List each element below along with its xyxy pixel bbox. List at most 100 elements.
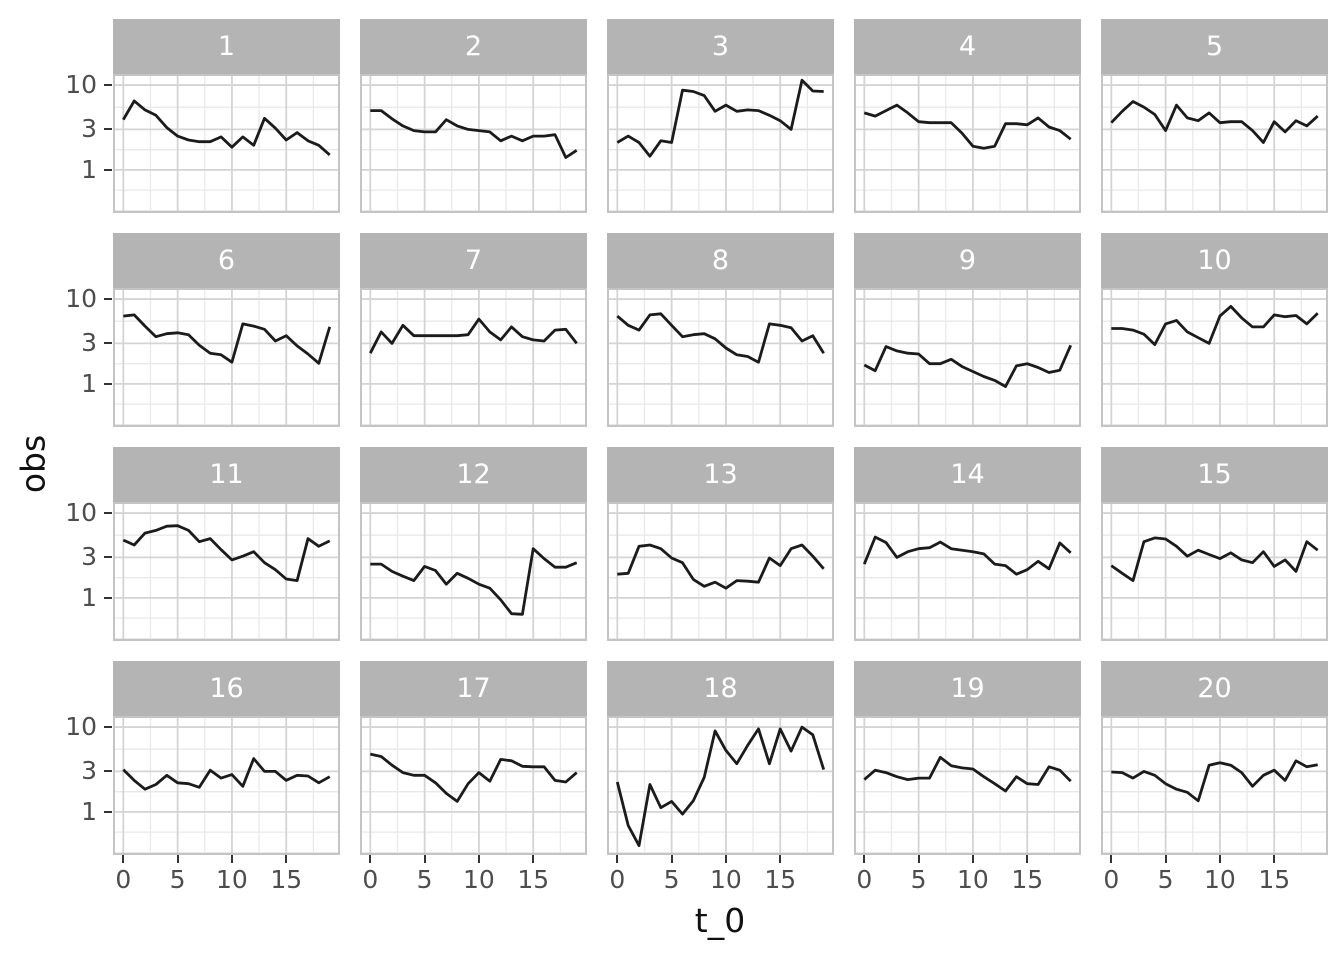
x-tick-mark: [477, 855, 480, 863]
facet-strip-label: 5: [1101, 19, 1328, 74]
facet-strip-label: 2: [360, 19, 587, 74]
series-line: [369, 752, 578, 803]
series-line: [1111, 304, 1319, 346]
y-tick-mark: [104, 128, 112, 131]
facet-3: 3: [607, 19, 834, 213]
facet-strip-label: 11: [113, 447, 340, 502]
y-tick-mark: [104, 726, 112, 729]
facet-18: 18: [607, 661, 834, 855]
facet-panel: [113, 288, 340, 427]
facet-10: 10: [1101, 233, 1328, 427]
facet-strip-label: 20: [1101, 661, 1328, 716]
facet-strip-label: 17: [360, 661, 587, 716]
x-tick-label: 5: [663, 865, 680, 894]
x-tick-mark: [423, 855, 426, 863]
x-tick-mark: [917, 855, 920, 863]
series-line: [863, 344, 1072, 388]
facet-19: 19: [854, 661, 1081, 855]
x-tick-label: 0: [1103, 865, 1120, 894]
facet-panel: [360, 716, 587, 855]
facet-11: 11: [113, 447, 340, 641]
facet-strip-label: 6: [113, 233, 340, 288]
series-line: [616, 312, 825, 364]
y-tick-label: 10: [65, 498, 97, 528]
facet-1: 1: [113, 19, 340, 213]
series-line: [616, 78, 824, 158]
facet-strip-label: 1: [113, 19, 340, 74]
facet-strip-label: 7: [360, 233, 587, 288]
x-tick-mark: [1273, 855, 1276, 863]
y-tick-mark: [104, 556, 112, 559]
facet-strip-label: 16: [113, 661, 340, 716]
x-tick-label: 15: [270, 865, 303, 894]
y-tick-mark: [104, 512, 112, 515]
y-tick-label: 1: [81, 582, 97, 612]
y-tick-mark: [104, 168, 112, 171]
facet-strip-label: 14: [854, 447, 1081, 502]
y-tick-label: 3: [81, 756, 97, 786]
x-tick-label: 0: [115, 865, 132, 894]
facet-5: 5: [1101, 19, 1328, 213]
facet-12: 12: [360, 447, 587, 641]
facet-panel: [113, 74, 340, 213]
facet-panel: [1101, 74, 1328, 213]
x-tick-label: 5: [169, 865, 186, 894]
y-tick-label: 3: [81, 114, 97, 144]
facet-panel: [854, 74, 1081, 213]
y-tick-mark: [104, 298, 112, 301]
x-tick-label: 0: [856, 865, 873, 894]
series-line: [370, 109, 578, 159]
y-tick-label: 1: [81, 796, 97, 826]
facet-panel: [360, 502, 587, 641]
y-tick-mark: [104, 810, 112, 813]
facet-panel: [1101, 288, 1328, 427]
x-tick-mark: [863, 855, 866, 863]
facet-panel: [1101, 502, 1328, 641]
series-line: [615, 725, 826, 848]
x-tick-label: 5: [1157, 865, 1174, 894]
facet-panel: [1101, 716, 1328, 855]
facet-7: 7: [360, 233, 587, 427]
facet-strip-label: 19: [854, 661, 1081, 716]
facet-panel: [854, 716, 1081, 855]
facet-panel: [607, 502, 834, 641]
facet-2: 2: [360, 19, 587, 213]
series-line: [863, 535, 1072, 576]
facet-strip-label: 3: [607, 19, 834, 74]
x-tick-mark: [176, 855, 179, 863]
x-tick-mark: [1110, 855, 1113, 863]
x-tick-label: 10: [463, 865, 495, 894]
x-axis-title: t_0: [694, 901, 746, 940]
y-tick-label: 1: [81, 154, 97, 184]
x-tick-mark: [779, 855, 782, 863]
y-tick-label: 10: [65, 284, 97, 314]
series-line: [1110, 100, 1319, 144]
y-tick-label: 3: [81, 542, 97, 572]
facet-strip-label: 8: [607, 233, 834, 288]
facet-panel: [113, 502, 340, 641]
y-tick-label: 1: [81, 368, 97, 398]
facet-strip-label: 9: [854, 233, 1081, 288]
y-tick-mark: [104, 596, 112, 599]
facet-9: 9: [854, 233, 1081, 427]
x-tick-label: 15: [517, 865, 550, 894]
facet-panel: [854, 502, 1081, 641]
x-tick-mark: [369, 855, 372, 863]
y-tick-label: 10: [65, 70, 97, 100]
y-tick-label: 10: [65, 712, 97, 742]
facet-20: 20: [1101, 661, 1328, 855]
x-tick-mark: [1164, 855, 1167, 863]
x-tick-label: 15: [764, 865, 797, 894]
x-tick-mark: [724, 855, 727, 863]
x-tick-mark: [230, 855, 233, 863]
x-tick-label: 15: [1258, 865, 1291, 894]
series-line: [369, 317, 578, 354]
x-tick-label: 10: [216, 865, 248, 894]
y-tick-mark: [104, 382, 112, 385]
x-tick-mark: [532, 855, 535, 863]
facet-strip-label: 15: [1101, 447, 1328, 502]
x-tick-label: 0: [362, 865, 379, 894]
facet-panel: [607, 288, 834, 427]
x-tick-label: 15: [1011, 865, 1044, 894]
facet-13: 13: [607, 447, 834, 641]
